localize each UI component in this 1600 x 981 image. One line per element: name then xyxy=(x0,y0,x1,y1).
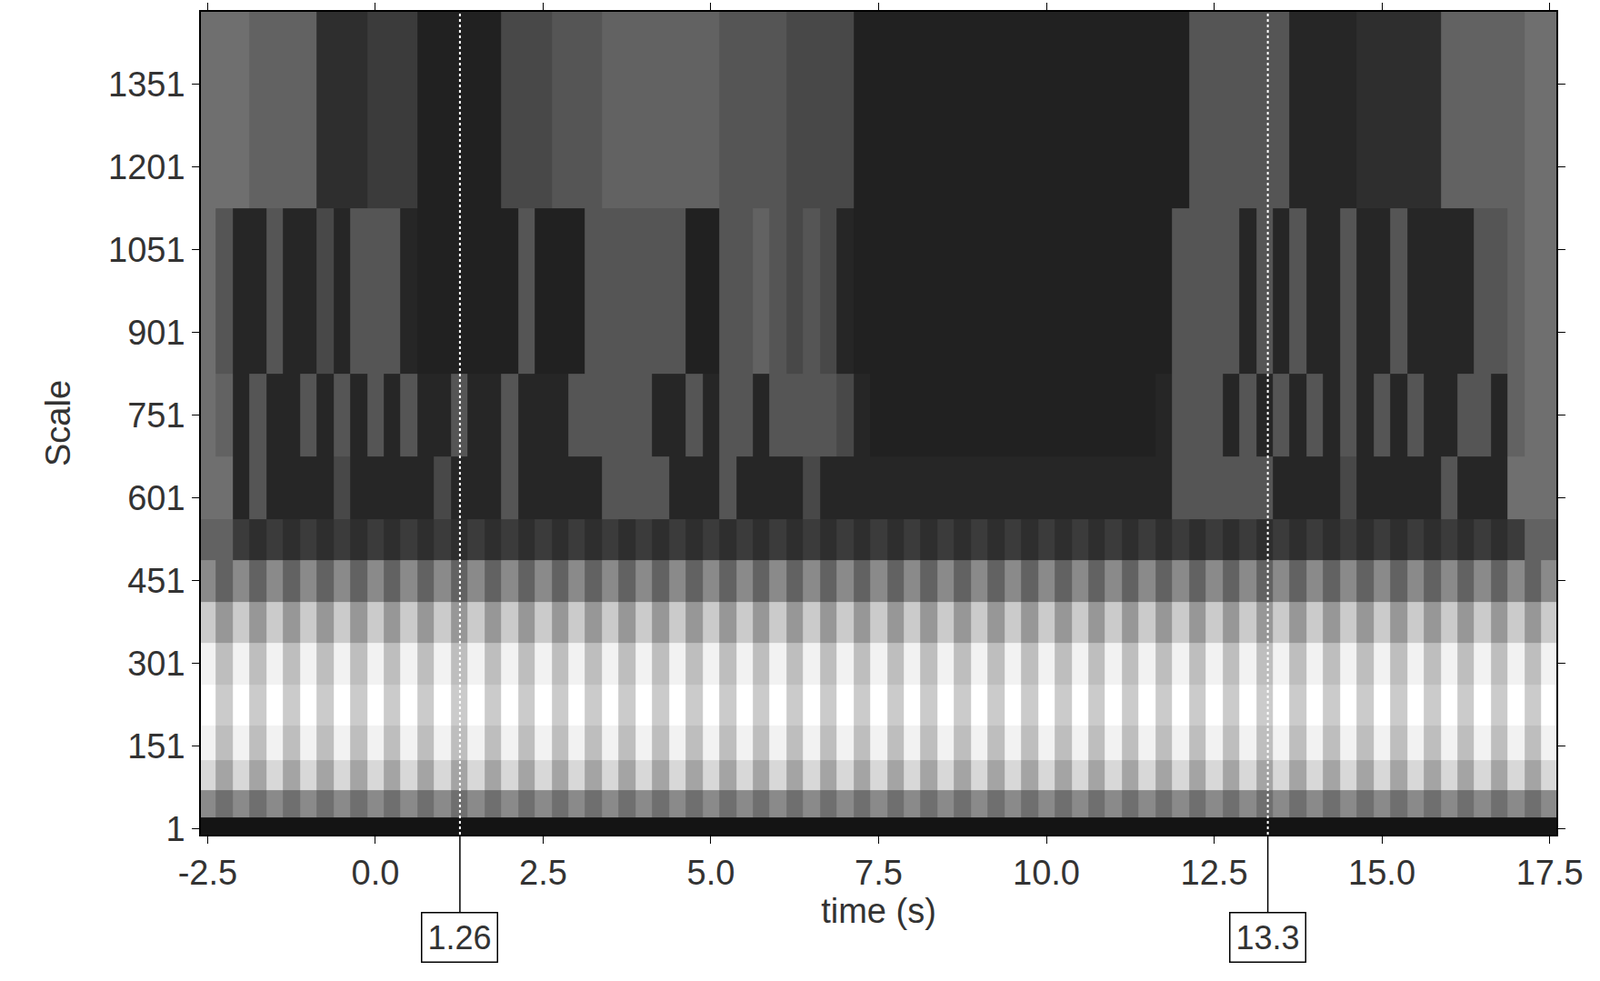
svg-text:5.0: 5.0 xyxy=(687,853,736,892)
svg-text:451: 451 xyxy=(127,561,185,600)
svg-text:1: 1 xyxy=(166,810,186,849)
svg-text:15.0: 15.0 xyxy=(1348,853,1416,892)
svg-text:-2.5: -2.5 xyxy=(178,853,238,892)
svg-text:12.5: 12.5 xyxy=(1180,853,1249,892)
svg-text:13.3: 13.3 xyxy=(1236,919,1300,957)
svg-text:Scale: Scale xyxy=(39,380,78,467)
svg-text:2.5: 2.5 xyxy=(519,853,568,892)
svg-text:601: 601 xyxy=(127,479,185,518)
svg-text:151: 151 xyxy=(127,727,185,766)
svg-text:10.0: 10.0 xyxy=(1012,853,1080,892)
svg-text:17.5: 17.5 xyxy=(1516,853,1584,892)
svg-text:301: 301 xyxy=(127,644,185,683)
svg-text:0.0: 0.0 xyxy=(350,853,400,892)
svg-text:1351: 1351 xyxy=(108,65,186,104)
svg-text:751: 751 xyxy=(127,396,185,435)
svg-text:time (s): time (s) xyxy=(820,891,937,930)
svg-text:1201: 1201 xyxy=(108,148,186,187)
svg-text:901: 901 xyxy=(127,313,185,352)
svg-text:1051: 1051 xyxy=(108,230,186,270)
svg-text:7.5: 7.5 xyxy=(854,853,903,892)
svg-text:1.26: 1.26 xyxy=(428,919,492,957)
